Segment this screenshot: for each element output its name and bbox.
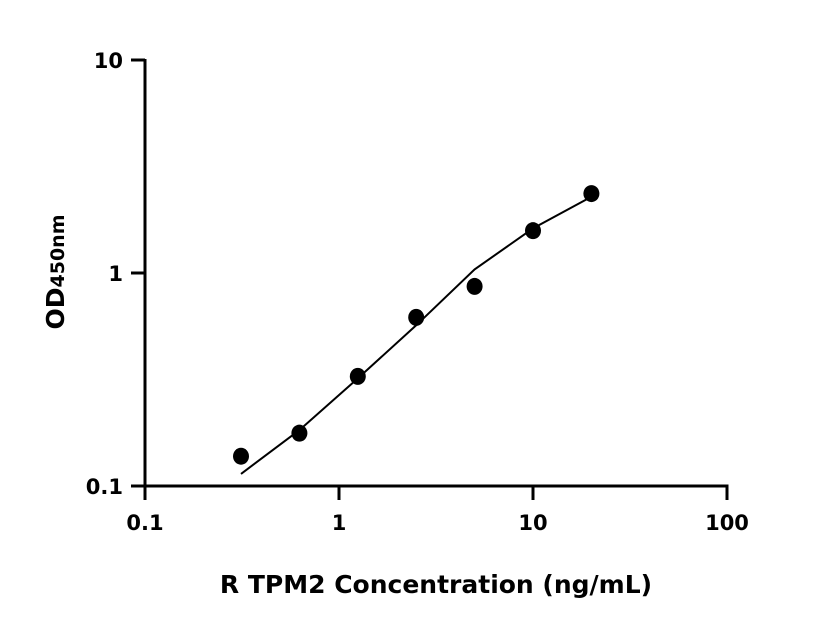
y-axis-label-sub: 450nm xyxy=(47,214,69,287)
data-point xyxy=(408,308,425,326)
data-point xyxy=(583,185,600,203)
y-axis-label-main: OD xyxy=(41,287,70,329)
data-point xyxy=(233,447,250,465)
data-point xyxy=(466,277,483,295)
y-tick-label: 10 xyxy=(94,49,123,73)
y-tick-label: 0.1 xyxy=(86,475,123,499)
x-tick-label: 100 xyxy=(705,511,749,535)
y-tick-label: 1 xyxy=(108,262,123,286)
x-tick-label: 1 xyxy=(332,511,347,535)
axes: 0.1 1 10 100 0.1 1 10 xyxy=(86,49,749,535)
data-point xyxy=(525,222,541,240)
data-points xyxy=(233,185,600,465)
x-tick-label: 10 xyxy=(518,511,547,535)
data-point xyxy=(291,424,308,442)
data-point xyxy=(349,367,366,385)
x-axis-label: R TPM2 Concentration (ng/mL) xyxy=(220,570,652,599)
y-axis-label: OD450nm xyxy=(41,214,70,329)
x-tick-label: 0.1 xyxy=(126,511,163,535)
